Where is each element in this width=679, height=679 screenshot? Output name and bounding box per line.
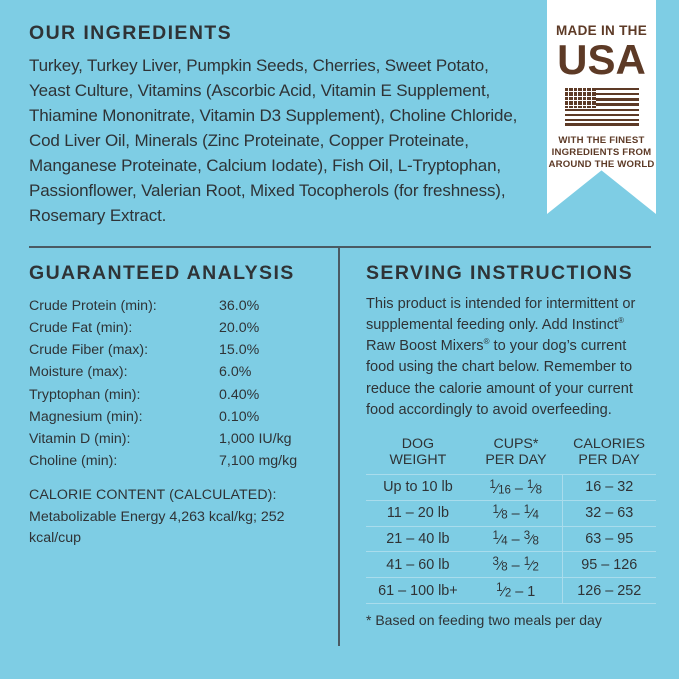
feeding-chart-header-row: DOG WEIGHT CUPS* PER DAY CALORIES PER DA… [366,432,656,475]
badge-subtext-line1: WITH THE FINEST [558,134,645,146]
cell-cups-per-day: 1⁄16 – 1⁄8 [469,474,563,501]
cell-calories-per-day: 16 – 32 [562,474,656,501]
cell-cups-per-day: 1⁄8 – 1⁄4 [469,499,563,527]
analysis-label: Vitamin D (min): [29,430,131,447]
header-line1: CUPS* [493,435,539,452]
badge-subtext: WITH THE FINEST INGREDIENTS FROM AROUND … [547,135,656,172]
analysis-value: 1,000 IU/kg [219,430,292,447]
ingredients-body-text: Turkey, Turkey Liver, Pumpkin Seeds, Che… [29,56,518,225]
fraction-from: 1⁄16 [489,478,511,497]
table-row: Moisture (max): 6.0% [29,361,329,383]
header-line1: CALORIES [573,435,645,452]
horizontal-divider [29,246,651,248]
serving-text-part3: to your dog’s current food using the cha… [366,338,633,418]
registered-mark-2: ® [483,337,490,347]
analysis-label: Choline (min): [29,453,118,470]
analysis-value: 15.0% [219,342,260,359]
table-row: Choline (min): 7,100 mg/kg [29,450,329,472]
table-row: 41 – 60 lb 3⁄8 – 1⁄2 95 – 126 [366,551,656,578]
table-row: Crude Fat (min): 20.0% [29,317,329,339]
analysis-value: 20.0% [219,320,260,337]
fraction-from: 1⁄2 [496,581,512,600]
fraction-to: 3⁄8 [523,530,539,548]
made-in-usa-badge: MADE IN THE USA [547,0,656,214]
header-line2: PER DAY [485,452,547,469]
calorie-content-value: Metabolizable Energy 4,263 kcal/kg; 252 … [29,508,285,546]
fraction-from: 1⁄8 [492,504,508,522]
table-row: 21 – 40 lb 1⁄4 – 3⁄8 63 – 95 [366,525,656,552]
analysis-value: 7,100 mg/kg [219,453,298,470]
column-header-cups-per-day: CUPS* PER DAY [470,432,562,475]
column-header-dog-weight: DOG WEIGHT [366,432,470,475]
serving-text-part1: This product is intended for intermitten… [366,296,636,334]
analysis-label: Moisture (max): [29,364,128,381]
cell-calories-per-day: 63 – 95 [562,525,656,552]
table-row: Up to 10 lb 1⁄16 – 1⁄8 16 – 32 [366,474,656,501]
cell-dog-weight: 21 – 40 lb [366,525,470,552]
badge-subtext-line3: AROUND THE WORLD [548,159,655,171]
vertical-divider [338,248,340,646]
badge-made-in-the-label: MADE IN THE [555,23,648,38]
fraction-from: 1⁄4 [492,530,508,548]
header-line2: PER DAY [578,452,640,469]
fraction-from: 3⁄8 [492,555,508,574]
column-header-calories-per-day: CALORIES PER DAY [562,432,656,475]
guaranteed-analysis-table: Crude Protein (min): 36.0% Crude Fat (mi… [29,295,329,472]
badge-usa-label: USA [557,35,646,83]
cell-dog-weight: 61 – 100 lb+ [366,577,470,605]
table-row: 61 – 100 lb+ 1⁄2 – 1 126 – 252 [366,577,656,605]
serving-instructions-title: SERVING INSTRUCTIONS [366,262,634,284]
table-row: Vitamin D (min): 1,000 IU/kg [29,428,329,450]
usa-flag-icon [564,87,639,126]
table-row: Crude Protein (min): 36.0% [29,295,329,317]
analysis-label: Crude Fat (min): [29,320,133,337]
cell-dog-weight: 41 – 60 lb [366,551,470,578]
analysis-value: 0.10% [219,408,260,425]
cell-cups-per-day: 1⁄2 – 1 [469,577,563,605]
serving-instructions-section: SERVING INSTRUCTIONS This product is int… [366,262,656,421]
cell-cups-per-day: 1⁄4 – 3⁄8 [469,525,563,552]
calorie-content-block: CALORIE CONTENT (CALCULATED): Metaboliza… [29,485,329,549]
cell-dog-weight: 11 – 20 lb [366,499,470,527]
analysis-label: Crude Fiber (max): [29,342,149,359]
cell-cups-per-day: 3⁄8 – 1⁄2 [469,551,563,578]
fraction-to: 1⁄2 [523,555,539,574]
badge-subtext-line2: INGREDIENTS FROM [551,147,652,159]
serving-text-part2: Raw Boost Mixers [366,338,484,355]
serving-instructions-body: This product is intended for intermitten… [366,294,656,421]
cell-dog-weight: Up to 10 lb [366,474,470,501]
calorie-content-heading: CALORIE CONTENT (CALCULATED): [29,487,277,504]
cups-to-whole: 1 [527,583,536,600]
analysis-value: 6.0% [219,364,252,381]
table-row: Crude Fiber (max): 15.0% [29,339,329,361]
analysis-value: 0.40% [219,386,260,403]
ingredients-title: OUR INGREDIENTS [29,22,233,44]
table-row: Magnesium (min): 0.10% [29,406,329,428]
cell-calories-per-day: 32 – 63 [562,499,656,527]
table-row: 11 – 20 lb 1⁄8 – 1⁄4 32 – 63 [366,499,656,527]
analysis-label: Crude Protein (min): [29,298,157,314]
header-line1: DOG [401,435,435,452]
header-line2: WEIGHT [389,452,447,469]
feeding-chart-table: DOG WEIGHT CUPS* PER DAY CALORIES PER DA… [366,432,656,605]
guaranteed-analysis-title: GUARANTEED ANALYSIS [29,262,295,284]
ingredients-section: OUR INGREDIENTS Turkey, Turkey Liver, Pu… [29,22,529,229]
cell-calories-per-day: 126 – 252 [562,577,656,605]
analysis-label: Tryptophan (min): [29,386,141,403]
cell-calories-per-day: 95 – 126 [562,551,656,578]
fraction-to: 1⁄4 [523,504,539,522]
table-row: Tryptophan (min): 0.40% [29,384,329,406]
feeding-chart-footnote: * Based on feeding two meals per day [366,612,602,628]
analysis-label: Magnesium (min): [29,408,143,425]
guaranteed-analysis-section: GUARANTEED ANALYSIS Crude Protein (min):… [29,262,329,549]
fraction-to: 1⁄8 [526,478,543,497]
analysis-value: 36.0% [219,298,260,314]
registered-mark-1: ® [618,316,624,326]
